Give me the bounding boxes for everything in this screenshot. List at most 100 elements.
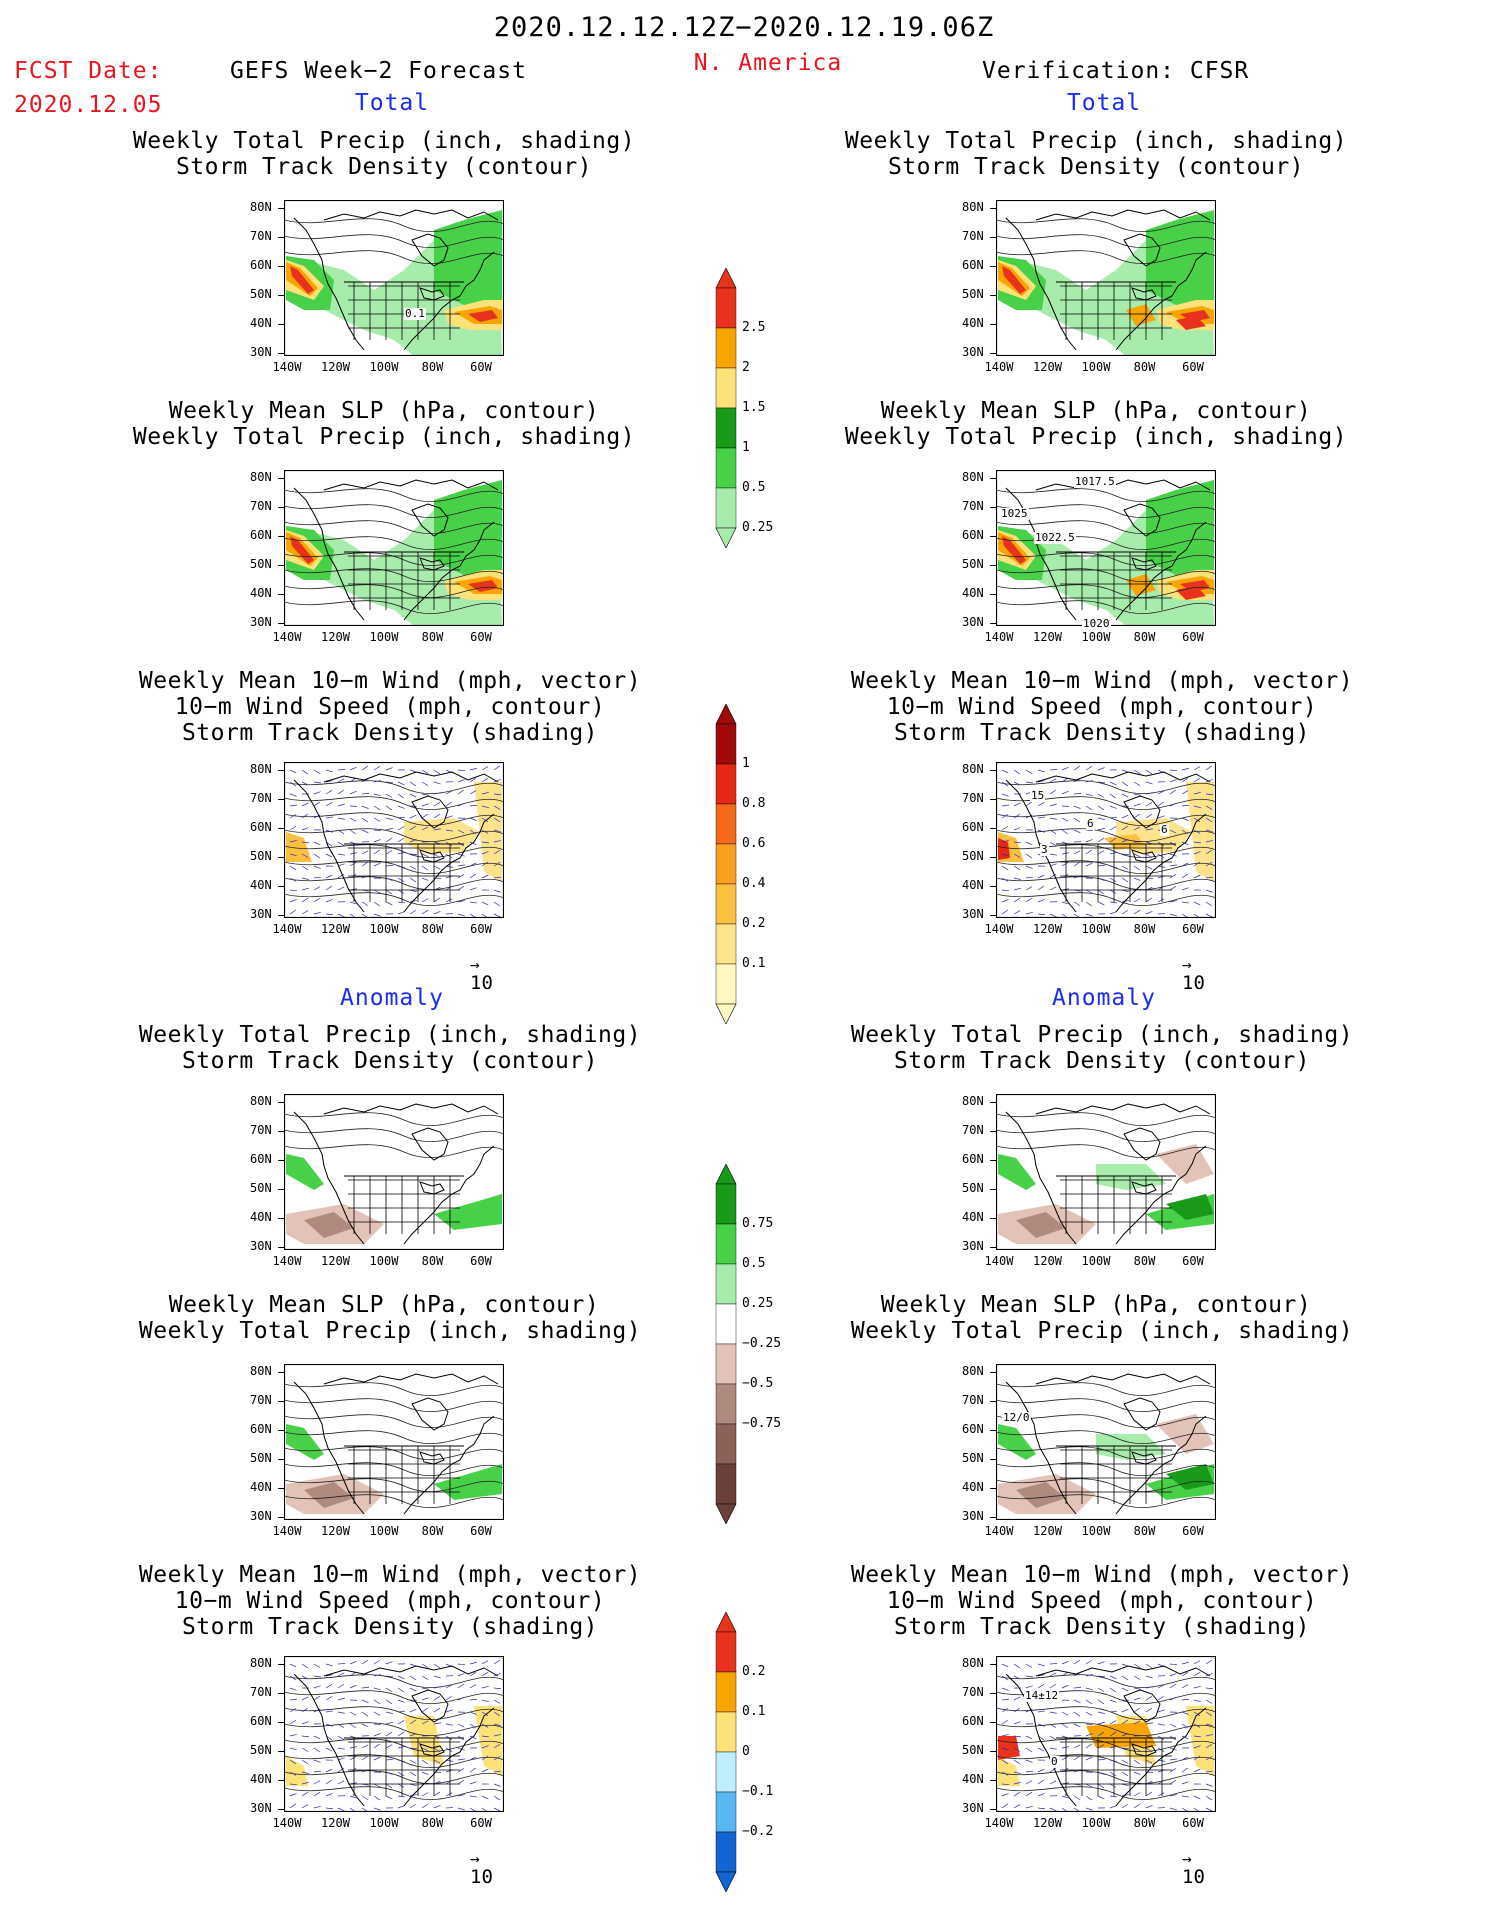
- lat-label: 30N: [250, 907, 272, 921]
- lat-label: 40N: [962, 878, 984, 892]
- lat-label: 30N: [250, 1239, 272, 1253]
- colorbar-swatch: [715, 723, 737, 765]
- colorbar-label: 0.6: [742, 836, 766, 851]
- lon-label: 120W: [321, 1524, 350, 1538]
- lat-label: 50N: [962, 1451, 984, 1465]
- lon-label: 80W: [421, 1524, 444, 1538]
- colorbar-label: 0.25: [742, 1296, 774, 1311]
- anom-wet-mid: [1096, 1164, 1166, 1190]
- colorbar-swatch: [715, 803, 737, 845]
- lon-label: 60W: [1182, 1524, 1204, 1538]
- lon-label: 60W: [470, 922, 492, 936]
- panel-title-cfsr-1b: Storm Track Density (contour): [887, 154, 1305, 180]
- lat-label: 50N: [250, 1743, 272, 1757]
- arrow-right-icon: →: [470, 955, 480, 974]
- lon-label: 120W: [1033, 922, 1062, 936]
- lat-tick: [278, 828, 284, 829]
- contour-label-slp: 1020: [1082, 617, 1111, 630]
- lat-tick: [278, 237, 284, 238]
- panel-title-fcst-3a: Weekly Mean 10−m Wind (mph, vector): [138, 668, 642, 694]
- panel-title-fcst-1b: Storm Track Density (contour): [175, 154, 593, 180]
- colorbar-label: 0.2: [742, 916, 766, 931]
- lon-label: 120W: [321, 1254, 350, 1268]
- lat-tick: [278, 478, 284, 479]
- lat-tick: [990, 915, 996, 916]
- lon-label: 140W: [984, 360, 1014, 374]
- precip-extra-orange: [1126, 574, 1156, 596]
- lon-label: 100W: [1081, 1254, 1111, 1268]
- panel-title-fcst-3b: 10−m Wind Speed (mph, contour): [174, 694, 606, 720]
- lon-label: 100W: [369, 1524, 399, 1538]
- lat-label: 70N: [962, 229, 984, 243]
- anom-dry-core: [304, 1482, 354, 1508]
- lon-label: 100W: [1081, 360, 1111, 374]
- lon-label: 140W: [984, 1254, 1014, 1268]
- anom-wet-west: [998, 1424, 1036, 1460]
- lat-tick: [990, 565, 996, 566]
- lon-label: 60W: [1182, 1254, 1204, 1268]
- lat-tick: [278, 208, 284, 209]
- panel-title-fcst-1a: Weekly Total Precip (inch, shading): [132, 128, 636, 154]
- lat-label: 70N: [250, 1393, 272, 1407]
- panel-title-fcst-4a: Weekly Total Precip (inch, shading): [138, 1022, 642, 1048]
- lat-label: 30N: [250, 345, 272, 359]
- vector-reference-label: 10: [470, 1866, 493, 1888]
- lat-tick: [278, 886, 284, 887]
- lat-tick: [278, 1751, 284, 1752]
- colorbar-swatch: [715, 327, 737, 369]
- lat-label: 80N: [962, 1364, 984, 1378]
- lat-label: 80N: [962, 762, 984, 776]
- arrow-right-icon: →: [1182, 955, 1192, 974]
- colorbar-precip-total: [714, 267, 738, 552]
- lat-tick: [990, 1459, 996, 1460]
- lat-label: 30N: [250, 615, 272, 629]
- lon-label: 120W: [321, 922, 350, 936]
- lat-tick: [990, 1372, 996, 1373]
- colorbar-label: 1: [742, 756, 750, 771]
- lat-tick: [990, 1218, 996, 1219]
- lat-label: 70N: [250, 1123, 272, 1137]
- lon-label: 140W: [272, 1524, 302, 1538]
- lon-label: 80W: [1133, 630, 1156, 644]
- lat-label: 50N: [962, 557, 984, 571]
- panel-title-cfsr-5b: Weekly Total Precip (inch, shading): [850, 1318, 1354, 1344]
- lon-label: 100W: [369, 630, 399, 644]
- colorbar-label: 2.5: [742, 320, 766, 335]
- lat-label: 60N: [250, 1714, 272, 1728]
- colorbar-label: 0.75: [742, 1216, 774, 1231]
- lat-tick: [278, 353, 284, 354]
- lon-label: 140W: [272, 1816, 302, 1830]
- fcst-date-value: 2020.12.05: [14, 92, 163, 118]
- panel-title-cfsr-2b: Weekly Total Precip (inch, shading): [844, 424, 1348, 450]
- lat-label: 80N: [250, 470, 272, 484]
- colorbar-swatch: [715, 1183, 737, 1225]
- lat-tick: [278, 1160, 284, 1161]
- lat-tick: [278, 594, 284, 595]
- panel-title-cfsr-1a: Weekly Total Precip (inch, shading): [844, 128, 1348, 154]
- panel-title-cfsr-6c: Storm Track Density (shading): [893, 1614, 1311, 1640]
- lat-tick: [990, 353, 996, 354]
- colorbar-label: 0.1: [742, 956, 766, 971]
- lat-label: 80N: [962, 1656, 984, 1670]
- map-panel-cfsr-total-slp: [996, 470, 1216, 626]
- contour-label-wind: 6: [1086, 817, 1095, 830]
- lat-tick: [278, 1459, 284, 1460]
- panel-title-fcst-6a: Weekly Mean 10−m Wind (mph, vector): [138, 1562, 642, 1588]
- colorbar-swatch: [715, 843, 737, 885]
- lat-label: 40N: [250, 316, 272, 330]
- colorbar-swatch: [715, 367, 737, 409]
- colorbar-label: 1.5: [742, 400, 766, 415]
- contour-label-slp-anom: 12/0: [1002, 1411, 1031, 1424]
- lat-label: 70N: [962, 791, 984, 805]
- colorbar-swatch: [715, 963, 737, 1005]
- lat-tick: [990, 237, 996, 238]
- lat-tick: [278, 266, 284, 267]
- lat-tick: [990, 1751, 996, 1752]
- colorbar-swatch: [715, 1423, 737, 1465]
- lon-label: 100W: [1081, 922, 1111, 936]
- colorbar-label: 0.2: [742, 1664, 766, 1679]
- colorbar-label: 0.1: [742, 1704, 766, 1719]
- colorbar-swatch: [715, 1303, 737, 1345]
- colorbar-cap-bottom: [715, 1871, 737, 1893]
- lat-label: 60N: [962, 1152, 984, 1166]
